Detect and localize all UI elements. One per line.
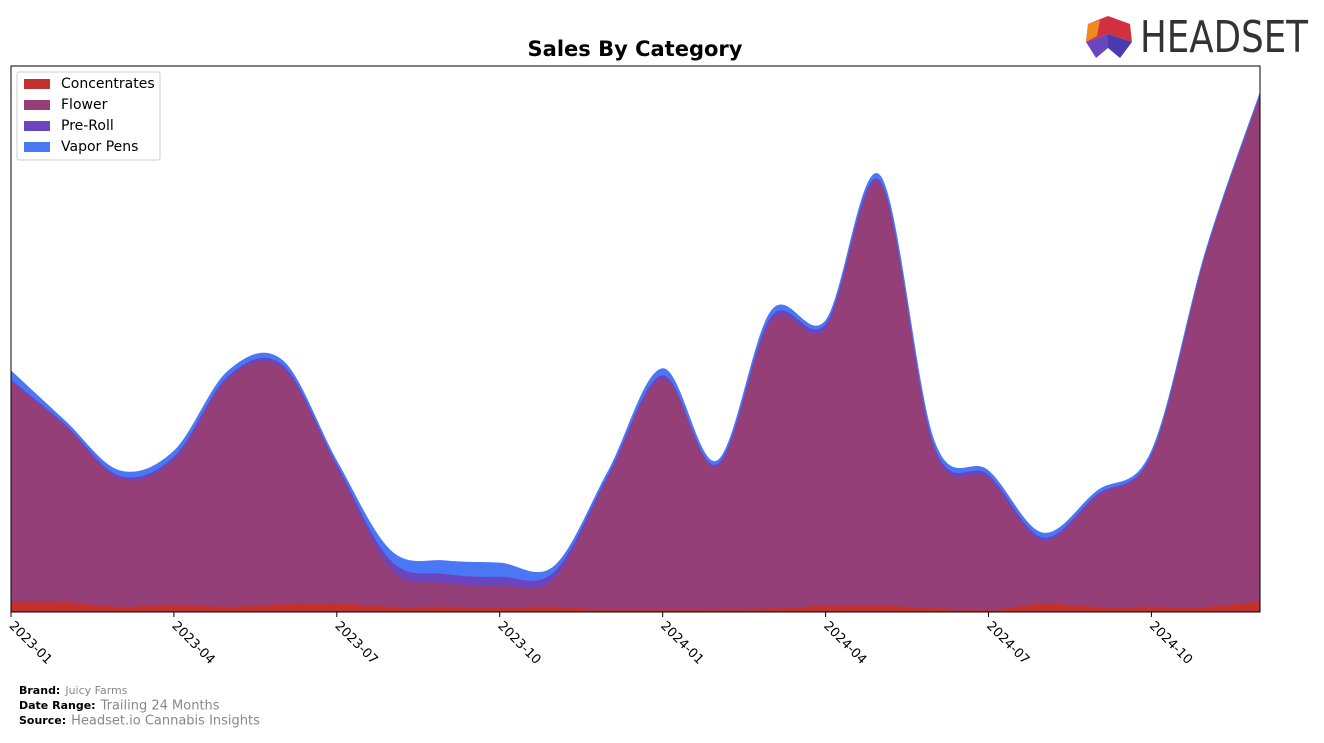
x-tick-label: 2023-01	[6, 619, 55, 668]
logo-mark	[1108, 34, 1132, 58]
footer-value: Headset.io Cannabis Insights	[71, 714, 260, 729]
x-tick-label: 2024-01	[657, 619, 706, 668]
x-tick-label: 2023-04	[169, 619, 218, 668]
area	[10, 94, 1261, 611]
logo: HEADSET	[1086, 12, 1308, 63]
footer-label: Date Range:	[19, 699, 96, 712]
legend-swatch	[24, 121, 50, 131]
x-tick-label: 2023-10	[494, 619, 543, 668]
x-tick-label: 2024-04	[820, 619, 869, 668]
logo-text: HEADSET	[1140, 12, 1308, 63]
plot-frame	[10, 65, 1261, 613]
logo-mark	[1086, 34, 1108, 58]
x-tick-label: 2024-10	[1146, 619, 1195, 668]
chart-title: Sales By Category	[528, 37, 743, 61]
x-tick-label: 2023-07	[332, 619, 381, 668]
legend-swatch	[24, 79, 50, 89]
legend-label: Flower	[61, 97, 108, 113]
footer-label: Source:	[19, 714, 66, 727]
legend-label: Pre-Roll	[61, 118, 114, 134]
plot-area	[10, 92, 1261, 613]
legend-swatch	[24, 142, 50, 152]
legend: Concentrates Flower Pre-Roll Vapor Pens	[16, 71, 161, 161]
x-tick-label: 2024-07	[983, 619, 1032, 668]
footer-label: Brand:	[19, 684, 60, 697]
logo-mark	[1086, 20, 1100, 42]
legend-label: Vapor Pens	[61, 139, 138, 155]
legend-swatch	[24, 100, 50, 110]
footer: Brand: Juicy Farms Date Range: Trailing 24 …	[19, 684, 260, 729]
legend-label: Concentrates	[61, 76, 155, 92]
footer-value: Juicy Farms	[64, 684, 127, 697]
legend-box	[16, 71, 161, 161]
footer-value: Trailing 24 Months	[100, 699, 220, 714]
